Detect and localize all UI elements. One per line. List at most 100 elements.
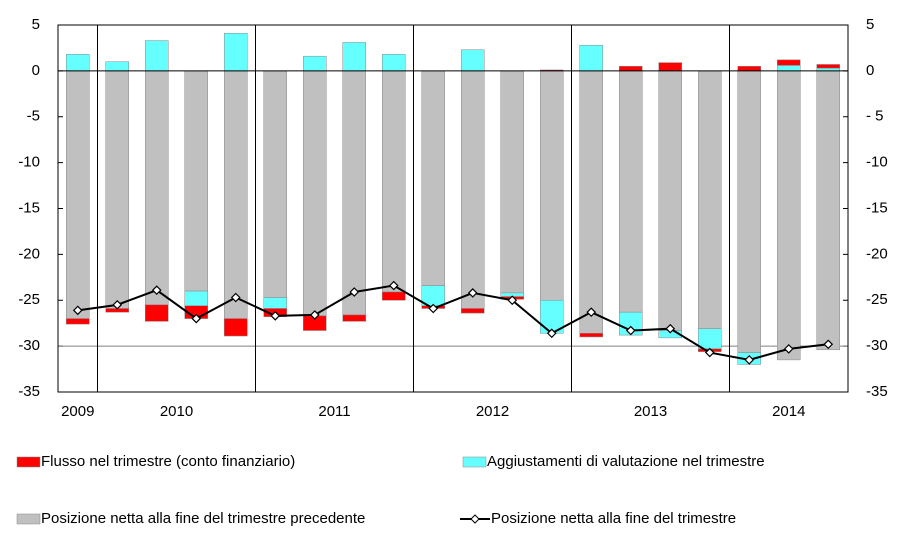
bar — [224, 33, 248, 72]
bar — [105, 70, 129, 309]
bar — [461, 70, 485, 309]
line-marker — [823, 339, 834, 350]
line-marker — [744, 355, 755, 365]
line-marker — [349, 287, 360, 297]
bar — [461, 308, 485, 314]
bar — [777, 70, 801, 361]
line-marker — [665, 323, 676, 334]
line-marker — [72, 305, 83, 316]
bar — [579, 70, 603, 334]
line-marker — [309, 310, 320, 320]
bar — [303, 70, 327, 317]
bar — [658, 70, 682, 331]
bar — [579, 333, 603, 338]
y2-tick-label: -15 — [866, 199, 888, 216]
legend-label: Aggiustamenti di valutazione nel trimest… — [487, 453, 765, 470]
bar — [224, 70, 248, 319]
bar — [66, 54, 90, 72]
x-tick-label: 2014 — [772, 403, 805, 420]
line-marker — [151, 285, 162, 296]
y2-tick-label: 0 — [866, 62, 874, 79]
y2-tick-label: -30 — [866, 337, 888, 354]
bar — [382, 291, 406, 301]
y2-tick-label: 5 — [866, 16, 874, 33]
bar — [382, 54, 406, 72]
bar — [579, 44, 603, 72]
bar — [184, 290, 208, 307]
x-tick-label: 2012 — [476, 403, 509, 420]
bar — [737, 70, 761, 353]
y2-tick-label: -35 — [866, 383, 888, 400]
line-marker — [388, 280, 399, 291]
bar — [698, 328, 722, 350]
legend-swatch — [16, 513, 41, 525]
bar — [145, 40, 169, 72]
legend-marker — [470, 514, 480, 524]
bar — [619, 70, 643, 313]
bar — [342, 314, 366, 322]
bar — [421, 70, 445, 286]
legend-swatch — [462, 456, 487, 468]
y2-tick-label: - 5 — [866, 108, 884, 125]
bar — [461, 49, 485, 72]
y-tick-label: -35 — [18, 383, 40, 400]
y-tick-label: -30 — [18, 337, 40, 354]
line-marker — [704, 347, 715, 358]
y-tick-label: -5 — [27, 108, 40, 125]
bar — [540, 70, 564, 301]
y-tick-label: -10 — [18, 154, 40, 171]
bar — [263, 70, 287, 298]
bar — [145, 304, 169, 322]
bar — [816, 70, 840, 351]
line-marker — [191, 313, 202, 324]
line-marker — [783, 344, 794, 354]
bar — [382, 70, 406, 293]
bar — [184, 70, 208, 292]
legend-label: Posizione netta alla fine del trimestre … — [41, 510, 365, 527]
bar — [737, 66, 761, 72]
bar — [342, 42, 366, 72]
line-marker — [230, 292, 241, 303]
bar — [777, 65, 801, 72]
line — [77, 284, 829, 361]
y-tick-label: 0 — [32, 62, 40, 79]
bar — [698, 70, 722, 329]
bar — [342, 70, 366, 316]
bar — [500, 70, 524, 294]
bar — [224, 318, 248, 337]
bar — [303, 55, 327, 72]
x-tick-label: 2011 — [318, 403, 350, 420]
y2-tick-label: -25 — [866, 291, 888, 308]
bar — [816, 64, 840, 69]
y2-tick-label: -20 — [866, 245, 888, 262]
line-marker — [428, 303, 439, 314]
bar — [263, 297, 287, 309]
legend-label: Posizione netta alla fine del trimestre — [491, 510, 736, 527]
legend-label: Flusso nel trimestre (conto finanziario) — [41, 453, 295, 470]
bar — [66, 70, 90, 319]
line-marker — [625, 325, 636, 336]
plot-frame — [57, 24, 849, 393]
y-tick-label: -15 — [18, 199, 40, 216]
bar — [777, 59, 801, 66]
line-marker — [270, 310, 281, 321]
bar — [105, 61, 129, 72]
x-tick-label: 2009 — [61, 403, 94, 420]
bar — [145, 70, 169, 306]
line-marker — [507, 295, 518, 306]
line-marker — [112, 299, 123, 310]
x-tick-label: 2013 — [634, 403, 667, 420]
legend-swatch — [16, 456, 41, 468]
y-tick-label: 5 — [32, 16, 40, 33]
y2-tick-label: -10 — [866, 154, 888, 171]
bar — [66, 318, 90, 325]
y-tick-label: -20 — [18, 245, 40, 262]
x-tick-label: 2010 — [160, 403, 193, 420]
bar — [658, 62, 682, 72]
bar — [619, 66, 643, 72]
y-tick-label: -25 — [18, 291, 40, 308]
line-marker — [546, 328, 557, 339]
line-marker — [467, 288, 478, 298]
line-marker — [586, 307, 597, 318]
